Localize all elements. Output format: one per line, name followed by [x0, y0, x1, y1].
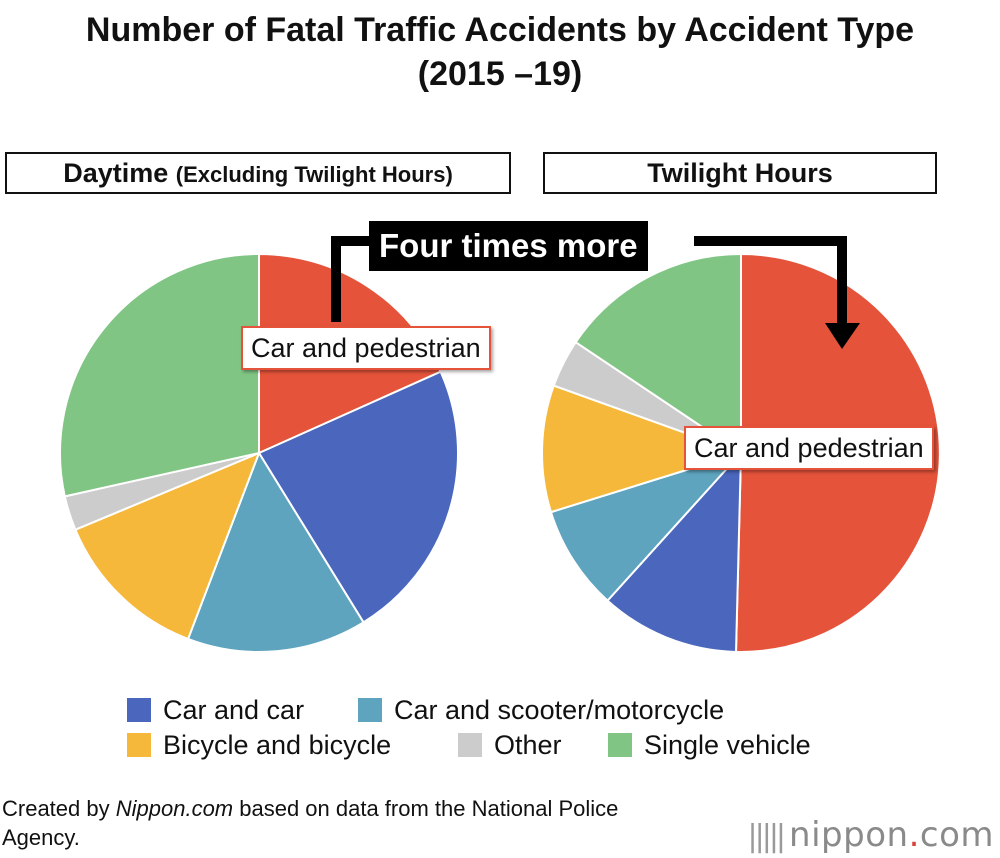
source-prefix: Created by [2, 796, 116, 821]
legend-swatch [608, 733, 632, 757]
legend-label: Bicycle and bicycle [163, 730, 392, 760]
legend-label: Other [494, 730, 562, 760]
callout-bracket [331, 236, 860, 349]
daytime-slice-single-vehicle [59, 252, 260, 498]
source-suffix: based on data from the National Police A… [2, 796, 619, 850]
twilight-slice-car-and-scooter-motorcycle [549, 450, 745, 603]
legend-item-other: Other [458, 728, 562, 762]
title-line-2: (2015 –19) [417, 55, 583, 93]
logo-bars-icon: ||||| [747, 819, 787, 854]
logo-main: nippon [789, 815, 909, 855]
legend-swatch [127, 698, 151, 722]
legend-item-car-and-scooter: Car and scooter/motorcycle [358, 693, 724, 727]
callout-four-times-more: Four times more [369, 221, 648, 271]
twilight-slice-bicycle-and-bicycle [541, 384, 745, 514]
source-italic: Nippon.com [115, 796, 234, 821]
daytime-heading: Daytime (Excluding Twilight Hours) [5, 152, 511, 194]
twilight-slice-single-vehicle [574, 252, 742, 455]
daytime-slice-car-and-scooter-motorcycle [186, 450, 365, 653]
legend-label: Car and scooter/motorcycle [394, 695, 725, 725]
daytime-pie [59, 252, 459, 653]
down-arrow-icon [825, 323, 860, 349]
daytime-heading-main: Daytime [63, 158, 169, 188]
legend-item-bicycle: Bicycle and bicycle [127, 728, 391, 762]
logo-dot: . [908, 815, 920, 855]
title-line-1: Number of Fatal Traffic Accidents by Acc… [85, 11, 915, 49]
daytime-slice-car-and-car [257, 370, 459, 624]
twilight-pedestrian-label: Car and pedestrian [684, 426, 934, 470]
legend-item-single-vehicle: Single vehicle [608, 728, 811, 762]
twilight-pie [541, 252, 941, 653]
twilight-slice-car-and-car [606, 450, 743, 653]
legend-swatch [358, 698, 382, 722]
chart-title: Number of Fatal Traffic Accidents by Acc… [0, 8, 1000, 96]
twilight-heading: Twilight Hours [543, 152, 937, 194]
twilight-heading-main: Twilight Hours [647, 158, 833, 188]
nippon-logo: ||||| nippon.com [748, 815, 995, 855]
source-note: Created by Nippon.com based on data from… [2, 794, 652, 852]
daytime-heading-sub: (Excluding Twilight Hours) [175, 162, 453, 187]
logo-tld: com [919, 815, 994, 855]
legend-item-car-and-car: Car and car [127, 693, 304, 727]
legend-swatch [127, 733, 151, 757]
daytime-slice-bicycle-and-bicycle [74, 451, 261, 641]
legend-label: Car and car [163, 695, 305, 725]
daytime-pedestrian-label: Car and pedestrian [241, 326, 491, 370]
legend-label: Single vehicle [644, 730, 811, 760]
legend-swatch [458, 733, 482, 757]
